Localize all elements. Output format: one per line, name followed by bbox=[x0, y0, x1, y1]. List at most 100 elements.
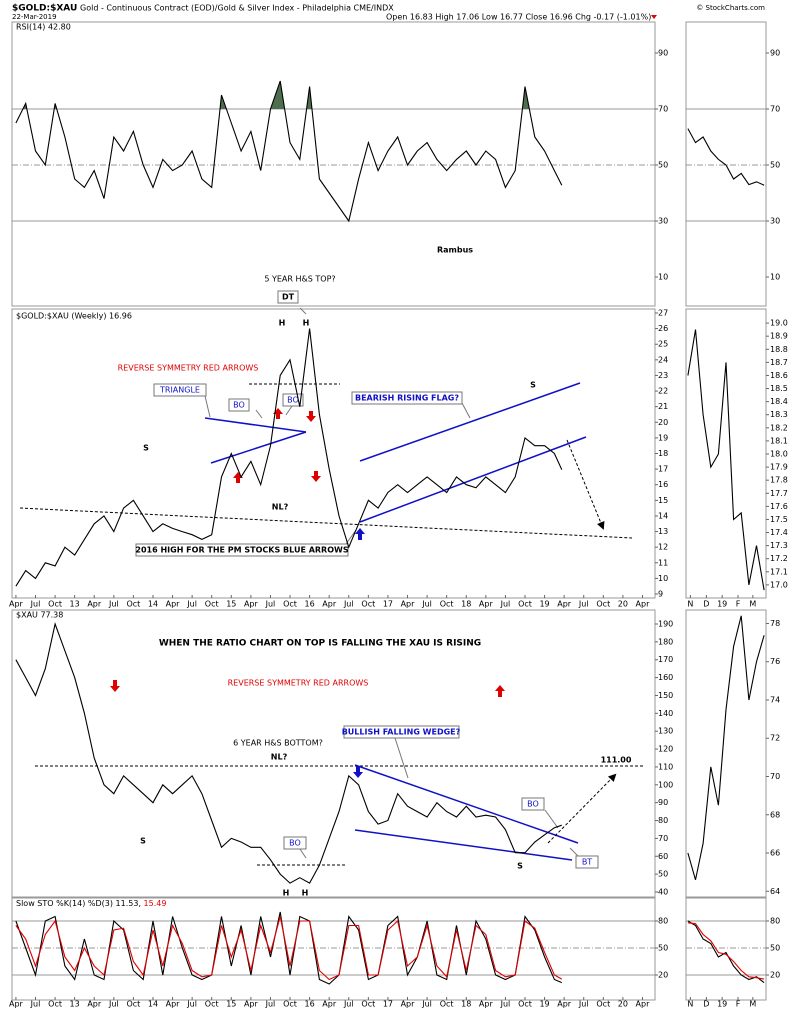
y-tick-label: 70 bbox=[770, 772, 780, 781]
x-tick-label: Oct bbox=[361, 1000, 375, 1009]
annotation: BEARISH RISING FLAG? bbox=[355, 394, 459, 403]
y-tick-label: 20 bbox=[658, 418, 668, 427]
series-line bbox=[687, 922, 765, 980]
y-tick-label: 80 bbox=[658, 917, 668, 926]
x-tick-label: Oct bbox=[205, 1000, 219, 1009]
panel-label: $GOLD:$XAU (Weekly) 16.96 bbox=[16, 312, 132, 321]
red-arrow bbox=[233, 472, 243, 483]
y-tick-label: 80 bbox=[770, 917, 780, 926]
symbol: $GOLD:$XAU bbox=[12, 4, 77, 14]
y-tick-label: 16 bbox=[658, 480, 668, 489]
x-tick-label: Jul bbox=[30, 600, 41, 609]
y-tick-label: 20 bbox=[658, 971, 668, 980]
x-tick-label: M bbox=[749, 600, 756, 609]
callout-box bbox=[135, 543, 349, 557]
red-arrow bbox=[273, 408, 283, 419]
annotation: NL? bbox=[272, 503, 289, 512]
x-tick-label: 14 bbox=[148, 1000, 158, 1009]
panel-frame bbox=[11, 21, 656, 307]
x-tick-label: Oct bbox=[126, 1000, 140, 1009]
panel-frame bbox=[685, 21, 767, 307]
annotation: BT bbox=[582, 858, 592, 867]
x-tick-label: 15 bbox=[226, 600, 236, 609]
callout-box bbox=[283, 836, 307, 850]
x-tick-label: Apr bbox=[244, 1000, 259, 1009]
panel-frame bbox=[11, 308, 656, 599]
y-tick-label: 10 bbox=[658, 273, 668, 282]
x-tick-label: 14 bbox=[148, 600, 158, 609]
annotation: NL? bbox=[271, 753, 288, 762]
x-tick-label: 18 bbox=[461, 1000, 471, 1009]
y-tick-label: 80 bbox=[658, 816, 668, 825]
y-tick-label: 110 bbox=[658, 762, 673, 771]
annotation: BO bbox=[289, 839, 301, 848]
y-tick-label: 50 bbox=[658, 944, 668, 953]
x-tick-label: 15 bbox=[226, 1000, 236, 1009]
series-line bbox=[15, 80, 563, 223]
x-tick-label: 17 bbox=[383, 600, 393, 609]
red-arrow bbox=[110, 680, 120, 692]
annotation: Rambus bbox=[437, 246, 473, 255]
y-tick-label: 90 bbox=[658, 49, 668, 58]
y-tick-label: 24 bbox=[658, 355, 668, 364]
y-tick-label: 18.3 bbox=[770, 410, 788, 419]
x-tick-label: 17 bbox=[383, 1000, 393, 1009]
y-tick-label: 18.7 bbox=[770, 358, 788, 367]
y-tick-label: 18.0 bbox=[770, 450, 788, 459]
y-tick-label: 22 bbox=[658, 387, 668, 396]
x-tick-label: Apr bbox=[557, 1000, 572, 1009]
y-tick-label: 68 bbox=[770, 810, 780, 819]
annotation: 111.00 bbox=[601, 756, 632, 765]
x-tick-label: Apr bbox=[87, 1000, 102, 1009]
callout-box bbox=[521, 797, 545, 811]
x-tick-label: 16 bbox=[305, 1000, 315, 1009]
x-tick-label: Apr bbox=[9, 600, 24, 609]
y-tick-label: 50 bbox=[770, 944, 780, 953]
x-tick-label: Oct bbox=[48, 1000, 62, 1009]
annotation: H bbox=[302, 889, 309, 898]
x-tick-label: Jul bbox=[343, 1000, 354, 1009]
y-tick-label: 190 bbox=[658, 620, 673, 629]
y-tick-label: 25 bbox=[658, 340, 668, 349]
x-tick-label: 19 bbox=[717, 1000, 727, 1009]
sto-d-value: 15.49 bbox=[144, 899, 167, 908]
y-tick-label: 20 bbox=[770, 971, 780, 980]
y-tick-label: 64 bbox=[770, 887, 780, 896]
x-tick-label: Jul bbox=[30, 1000, 41, 1009]
panel-label: RSI(14) 42.80 bbox=[16, 23, 71, 32]
y-tick-label: 120 bbox=[658, 745, 673, 754]
y-tick-label: 17.2 bbox=[770, 554, 788, 563]
x-tick-label: Oct bbox=[596, 1000, 610, 1009]
y-tick-label: 17.5 bbox=[770, 515, 788, 524]
y-tick-label: 19.0 bbox=[770, 319, 788, 328]
y-tick-label: 12 bbox=[658, 543, 668, 552]
annotation: REVERSE SYMMETRY RED ARROWS bbox=[118, 364, 259, 373]
x-tick-label: D bbox=[703, 1000, 709, 1009]
panel-frame bbox=[11, 609, 656, 898]
y-tick-label: 17.7 bbox=[770, 489, 788, 498]
annotation: 5 YEAR H&S TOP? bbox=[264, 275, 335, 284]
callout-box bbox=[228, 398, 250, 412]
y-tick-label: 50 bbox=[658, 161, 668, 170]
x-tick-label: Oct bbox=[518, 1000, 532, 1009]
x-tick-label: 16 bbox=[305, 600, 315, 609]
y-tick-label: 10 bbox=[658, 574, 668, 583]
annotation: S bbox=[517, 862, 523, 871]
y-tick-label: 19 bbox=[658, 433, 668, 442]
x-tick-label: Apr bbox=[87, 600, 102, 609]
panel-frame bbox=[685, 897, 767, 1001]
x-tick-label: Oct bbox=[283, 1000, 297, 1009]
y-tick-label: 74 bbox=[770, 695, 780, 704]
x-tick-label: Jul bbox=[578, 1000, 589, 1009]
callout-box bbox=[351, 391, 463, 405]
y-tick-label: 13 bbox=[658, 527, 668, 536]
x-tick-label: Apr bbox=[322, 600, 337, 609]
y-tick-label: 90 bbox=[770, 49, 780, 58]
x-tick-label: Jul bbox=[108, 600, 119, 609]
credit: © StockCharts.com bbox=[696, 4, 765, 12]
y-tick-label: 10 bbox=[770, 273, 780, 282]
y-tick-label: 23 bbox=[658, 371, 668, 380]
x-tick-label: 19 bbox=[539, 1000, 549, 1009]
y-tick-label: 76 bbox=[770, 657, 780, 666]
y-tick-label: 78 bbox=[770, 619, 780, 628]
